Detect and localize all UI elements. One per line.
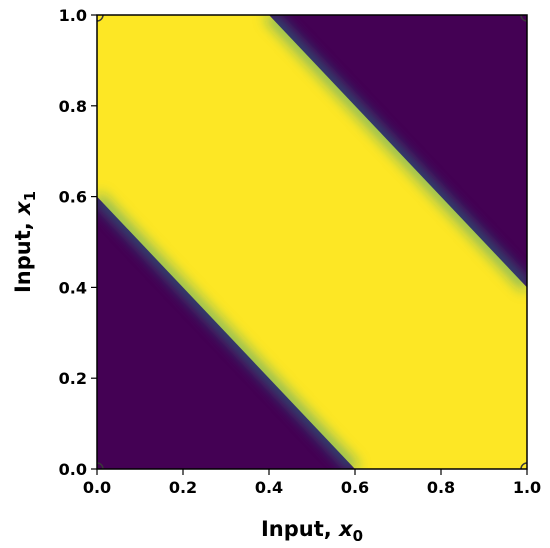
x-tick-label: 1.0: [513, 478, 541, 497]
y-tick-label: 0.2: [59, 369, 87, 388]
y-tick-label: 0.8: [59, 97, 87, 116]
x-axis-label: Input, x0: [261, 517, 363, 545]
x-tick-label: 0.2: [169, 478, 197, 497]
x-tick-label: 0.6: [341, 478, 369, 497]
y-tick-label: 0.6: [59, 188, 87, 207]
x-axis-ticks: 0.0 0.2 0.4 0.6 0.8 1.0: [83, 469, 541, 497]
y-axis-label: Input, x1: [11, 191, 39, 293]
heatmap-high-region: [97, 15, 527, 469]
x-tick-label: 0.8: [427, 478, 455, 497]
decision-boundary-edges: [97, 15, 527, 469]
y-tick-label: 0.4: [59, 278, 87, 297]
plot-area: [97, 15, 527, 469]
x-tick-label: 0.0: [83, 478, 111, 497]
y-axis-ticks: 0.0 0.2 0.4 0.6 0.8 1.0: [59, 6, 97, 479]
x-tick-label: 0.4: [255, 478, 283, 497]
y-tick-label: 0.0: [59, 460, 87, 479]
lower-boundary: [97, 193, 358, 469]
upper-boundary: [266, 15, 527, 291]
y-tick-label: 1.0: [59, 6, 87, 25]
plot-frame: [96, 14, 528, 470]
